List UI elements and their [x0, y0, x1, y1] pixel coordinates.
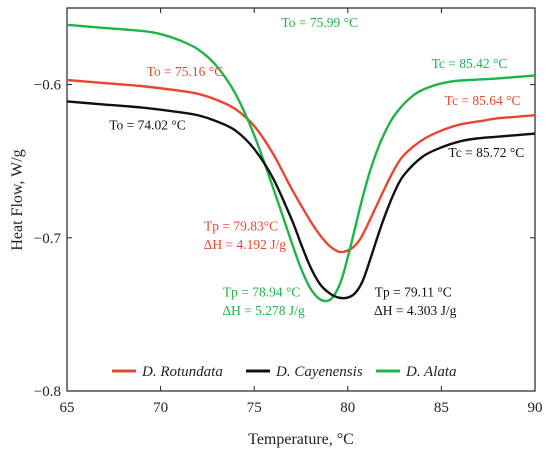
x-tick-label: 80 [340, 400, 355, 416]
x-tick-label: 90 [528, 400, 543, 416]
annotation-label: ΔH = 5.278 J/g [222, 303, 305, 318]
legend-label: D. Rotundata [141, 364, 223, 380]
annotations: To = 75.99 °C To = 75.16 °C To = 74.02 °C T… [109, 15, 524, 318]
series-line-d-rotundata [66, 78, 536, 254]
x-tick-label: 70 [153, 400, 168, 416]
series-line-d-alata [66, 23, 536, 303]
y-tick-label: −0.8 [34, 384, 61, 400]
y-axis-label: Heat Flow, W/g [9, 149, 26, 250]
legend-label: D. Alata [405, 364, 457, 380]
annotation-label: Tc = 85.64 °C [445, 93, 521, 108]
series-lines [66, 23, 536, 303]
annotation-label: To = 74.02 °C [109, 117, 186, 132]
annotation-label: To = 75.99 °C [281, 15, 358, 30]
legend: D. Rotundata D. Cayenensis D. Alata [112, 364, 457, 380]
annotation-label: ΔH = 4.303 J/g [374, 303, 457, 318]
annotation-label: Tc = 85.42 °C [432, 56, 508, 71]
annotation-label: Tc = 85.72 °C [448, 145, 524, 160]
plot-frame [66, 7, 536, 392]
annotation-label: Tp = 79.83°C [204, 219, 278, 234]
annotation-label: Tp = 79.11 °C [375, 284, 452, 299]
annotation-label: Tp = 78.94 °C [223, 284, 301, 299]
y-tick-label: −0.7 [34, 231, 62, 247]
x-tick-label: 75 [247, 400, 262, 416]
ticks: 65 70 75 80 85 90 −0.6 −0.7 −0.8 [34, 8, 543, 416]
x-axis-label: Temperature, °C [248, 431, 354, 448]
annotation-label: ΔH = 4.192 J/g [204, 237, 287, 252]
series-line-d-cayenensis [66, 100, 536, 300]
x-tick-label: 85 [434, 400, 449, 416]
x-tick-label: 65 [60, 400, 75, 416]
y-tick-label: −0.6 [34, 78, 62, 94]
legend-label: D. Cayenensis [275, 364, 363, 380]
annotation-label: To = 75.16 °C [147, 64, 224, 79]
